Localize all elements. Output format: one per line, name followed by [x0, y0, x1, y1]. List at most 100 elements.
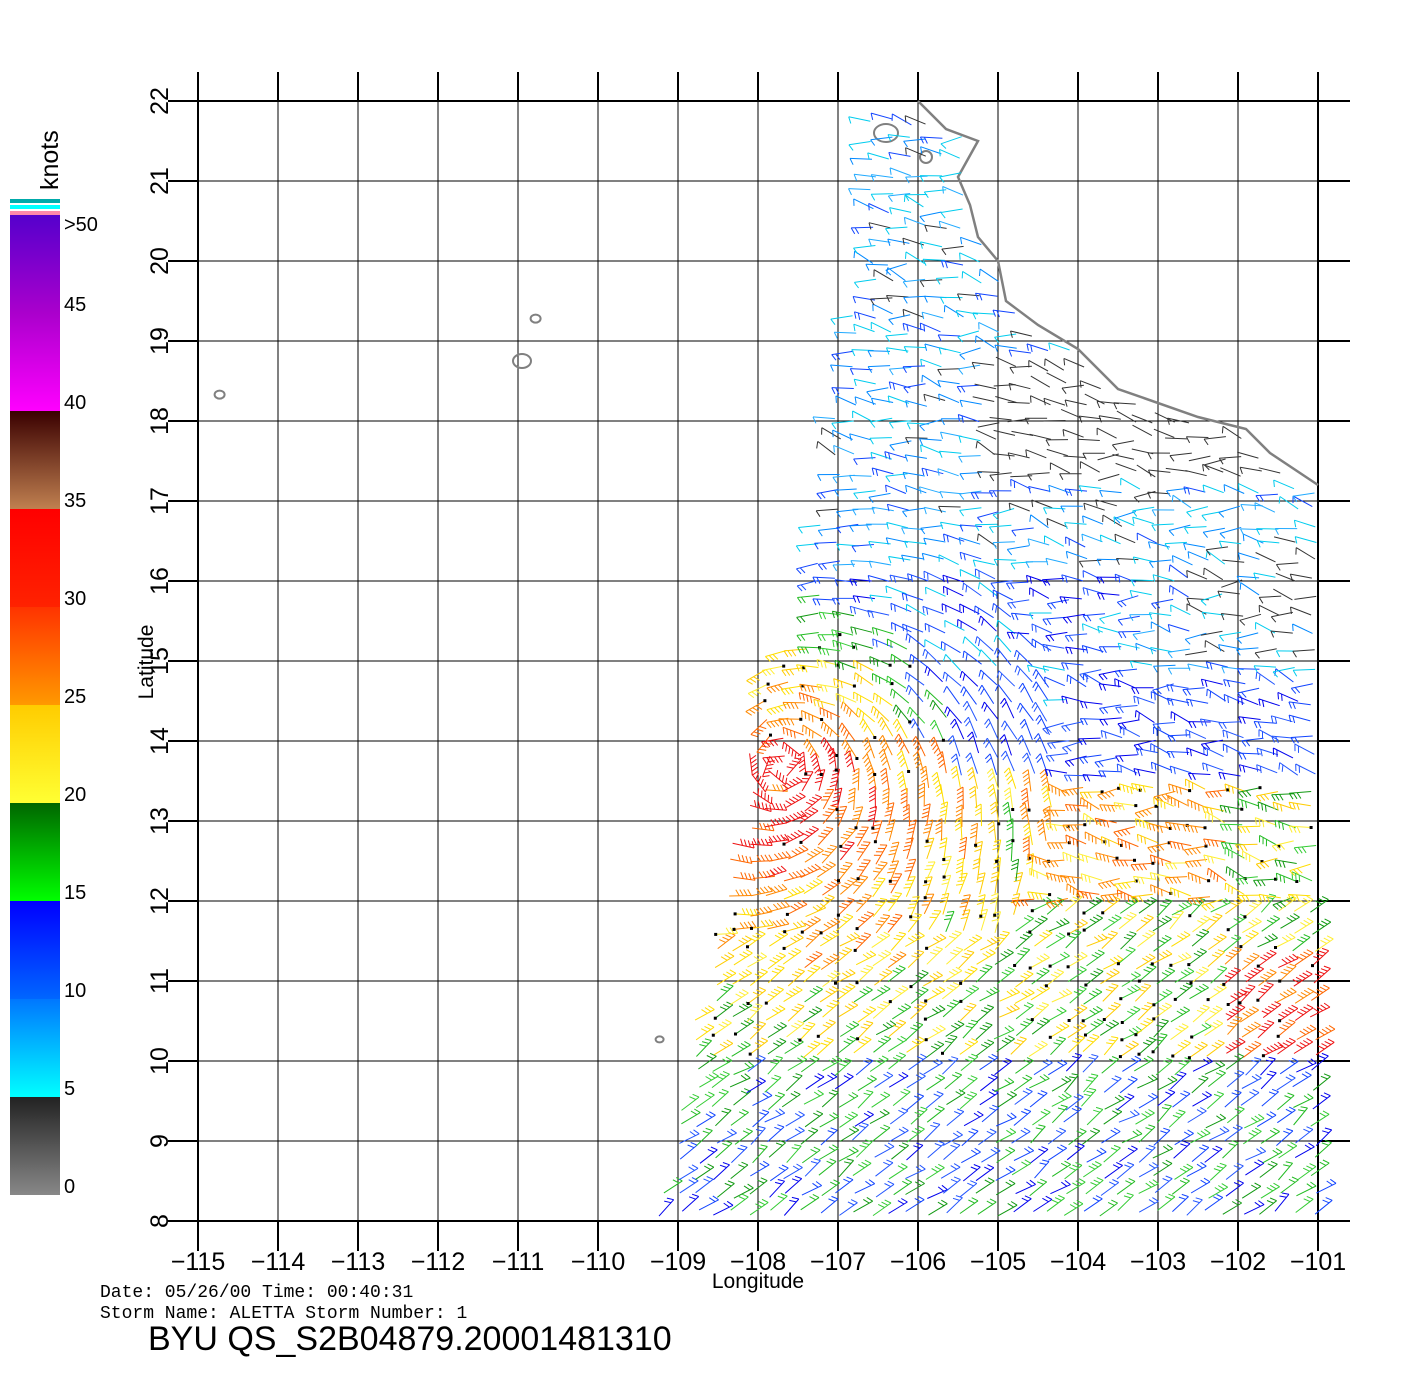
wind-barb — [1033, 1058, 1053, 1076]
wind-barb — [942, 999, 960, 1018]
wind-barb — [1044, 768, 1068, 777]
wind-barb — [1208, 1183, 1228, 1199]
wind-barb — [944, 619, 965, 631]
wind-barb — [800, 916, 821, 934]
wind-barb — [1062, 851, 1084, 863]
wind-barb — [919, 211, 942, 223]
wind-barb — [888, 556, 911, 564]
wind-barb — [1084, 1018, 1104, 1037]
wind-barb — [888, 314, 911, 326]
wind-barb — [822, 999, 840, 1018]
wind-barb — [923, 1058, 943, 1075]
wind-barb — [919, 419, 941, 432]
wind-barb — [1235, 843, 1258, 852]
wind-barb — [1084, 831, 1107, 845]
wind-barb — [1170, 1071, 1187, 1090]
longitude-tick-label: −109 — [650, 1248, 706, 1276]
wind-barb — [1114, 668, 1138, 678]
wind-barb — [919, 438, 942, 446]
wind-barb — [1185, 650, 1207, 656]
wind-barb — [1152, 1144, 1173, 1159]
wind-barb — [906, 1072, 926, 1089]
wind-barb — [696, 1127, 713, 1147]
longitude-tick-label: −113 — [331, 1248, 385, 1276]
wind-barb — [885, 484, 907, 494]
wind-barb — [1114, 511, 1137, 524]
wind-barb — [1245, 1057, 1262, 1076]
wind-barb — [923, 570, 945, 582]
wind-barb — [962, 650, 982, 665]
wind-barb — [1201, 898, 1223, 911]
wind-barb — [992, 453, 1015, 457]
wind-barb — [868, 785, 876, 809]
wind-barb — [1135, 1109, 1155, 1125]
storm-info-line: Storm Name: ALETTA Storm Number: 1 — [100, 1304, 467, 1324]
wind-barb — [1148, 612, 1172, 620]
wind-barb — [1114, 573, 1136, 583]
wind-barb — [1011, 1159, 1032, 1176]
wind-barb — [923, 506, 946, 515]
wind-barb — [761, 737, 784, 748]
wind-barb — [1167, 795, 1188, 808]
wind-barb — [1079, 754, 1102, 764]
wind-barb — [1200, 678, 1223, 688]
wind-barb — [957, 293, 980, 301]
wind-barb — [1099, 717, 1122, 726]
wind-barb — [902, 803, 910, 827]
colorbar-label: 40 — [64, 392, 86, 414]
wind-barb — [910, 1001, 928, 1020]
wind-barb — [803, 878, 823, 895]
wind-barb — [907, 896, 920, 919]
wind-barb — [870, 451, 893, 460]
wind-barb — [1120, 477, 1141, 490]
wind-barb — [896, 770, 908, 793]
wind-barb — [1279, 1057, 1299, 1075]
wind-barb — [1187, 772, 1211, 781]
wind-barb — [1292, 668, 1316, 677]
wind-barb — [1224, 846, 1245, 859]
wind-barb — [817, 1072, 838, 1088]
wind-barb — [1133, 739, 1156, 751]
wind-barb — [1015, 1179, 1036, 1195]
wind-barb — [879, 767, 890, 791]
wind-barb — [1243, 1200, 1265, 1215]
wind-barb — [1042, 643, 1065, 652]
wind-barb — [766, 681, 789, 694]
wind-barb — [1034, 929, 1053, 947]
wind-barb — [1294, 536, 1317, 544]
wind-barb — [1031, 623, 1053, 634]
wind-barb — [904, 194, 928, 202]
wind-barb — [1120, 1025, 1143, 1042]
wind-barb — [1189, 983, 1209, 1000]
wind-barb — [796, 594, 820, 604]
wind-barb — [1116, 1177, 1136, 1195]
wind-barb — [1280, 913, 1300, 929]
wind-barb — [960, 236, 982, 246]
wind-barb — [981, 1146, 1001, 1163]
wind-barb — [1086, 933, 1108, 947]
wind-barb — [1278, 762, 1299, 776]
wind-barb — [1118, 783, 1142, 795]
wind-barb — [1029, 867, 1050, 879]
wind-barb — [695, 1163, 715, 1180]
wind-barb — [1029, 1090, 1048, 1108]
wind-barb — [940, 136, 962, 149]
wind-barb — [905, 175, 928, 184]
wind-barb — [1258, 893, 1281, 903]
wind-barb — [1028, 915, 1048, 934]
wind-barb — [1067, 1004, 1088, 1022]
wind-barb — [1156, 967, 1176, 985]
wind-barb — [797, 524, 821, 534]
wind-barb — [867, 805, 877, 830]
wind-barb — [839, 1126, 860, 1142]
wind-barb — [923, 537, 946, 546]
wind-barb — [886, 522, 909, 530]
wind-barb — [905, 400, 928, 408]
wind-barb — [942, 1130, 963, 1146]
wind-barb — [821, 1089, 839, 1108]
wind-barb — [732, 935, 752, 952]
wind-barb — [1204, 1019, 1224, 1037]
wind-barb — [1256, 949, 1277, 968]
wind-barb — [1292, 492, 1315, 503]
wind-barb — [1184, 859, 1208, 868]
